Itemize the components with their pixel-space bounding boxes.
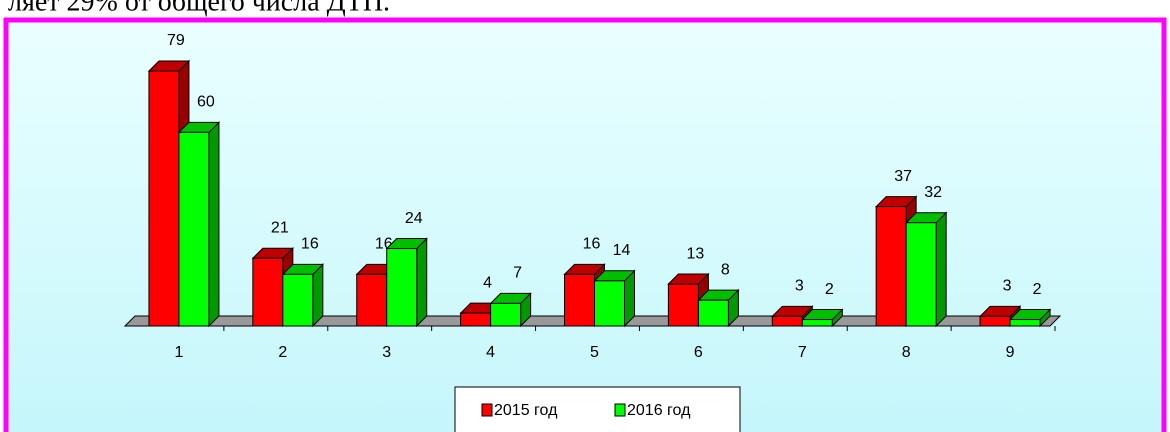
data-label: 2 (1033, 281, 1042, 298)
bar (801, 319, 833, 327)
bar (178, 131, 210, 327)
bar (697, 299, 729, 327)
x-tick-label: 1 (174, 344, 183, 361)
data-label: 21 (271, 219, 289, 236)
data-label: 3 (795, 278, 804, 295)
data-label: 3 (1003, 278, 1012, 295)
data-label: 32 (924, 184, 942, 201)
bar (148, 70, 180, 327)
data-label: 14 (613, 242, 631, 259)
x-tick-label: 3 (382, 344, 391, 361)
legend-swatch (614, 403, 626, 417)
bar (875, 206, 907, 327)
bar (979, 315, 1011, 327)
bar (771, 315, 803, 327)
bar-side (416, 237, 428, 328)
bar (282, 273, 314, 327)
bar (356, 273, 388, 327)
data-label: 8 (721, 261, 730, 278)
x-tick-label: 2 (278, 344, 287, 361)
x-tick-label: 4 (486, 344, 495, 361)
data-label: 79 (167, 32, 185, 49)
bar (1009, 319, 1041, 327)
data-label: 2 (825, 281, 834, 298)
legend-label: 2016 год (627, 402, 691, 419)
data-label: 37 (894, 168, 912, 185)
legend-box (454, 386, 741, 432)
data-label: 16 (301, 236, 319, 253)
bar (490, 302, 522, 327)
bar (252, 257, 284, 327)
bar-side (935, 211, 947, 328)
caption: ляет 29% от общего числа ДТП. (8, 0, 390, 17)
data-label: 7 (513, 265, 522, 282)
data-label: 16 (583, 236, 601, 253)
x-tick-label: 9 (1006, 344, 1015, 361)
x-tick-label: 7 (798, 344, 807, 361)
bar (905, 222, 937, 327)
bar-side (312, 263, 324, 328)
bar-side (208, 121, 220, 328)
data-label: 60 (197, 94, 215, 111)
data-label: 24 (405, 210, 423, 227)
bar (564, 273, 595, 327)
data-label: 13 (686, 245, 704, 262)
x-tick-label: 5 (590, 344, 599, 361)
bar (594, 280, 625, 327)
data-label: 4 (483, 274, 492, 291)
x-tick-label: 8 (902, 344, 911, 361)
legend-swatch (481, 403, 493, 417)
legend-label: 2015 год (494, 402, 558, 419)
bar (460, 312, 492, 327)
x-tick-label: 6 (694, 344, 703, 361)
bar (386, 248, 418, 327)
bar (667, 283, 699, 327)
